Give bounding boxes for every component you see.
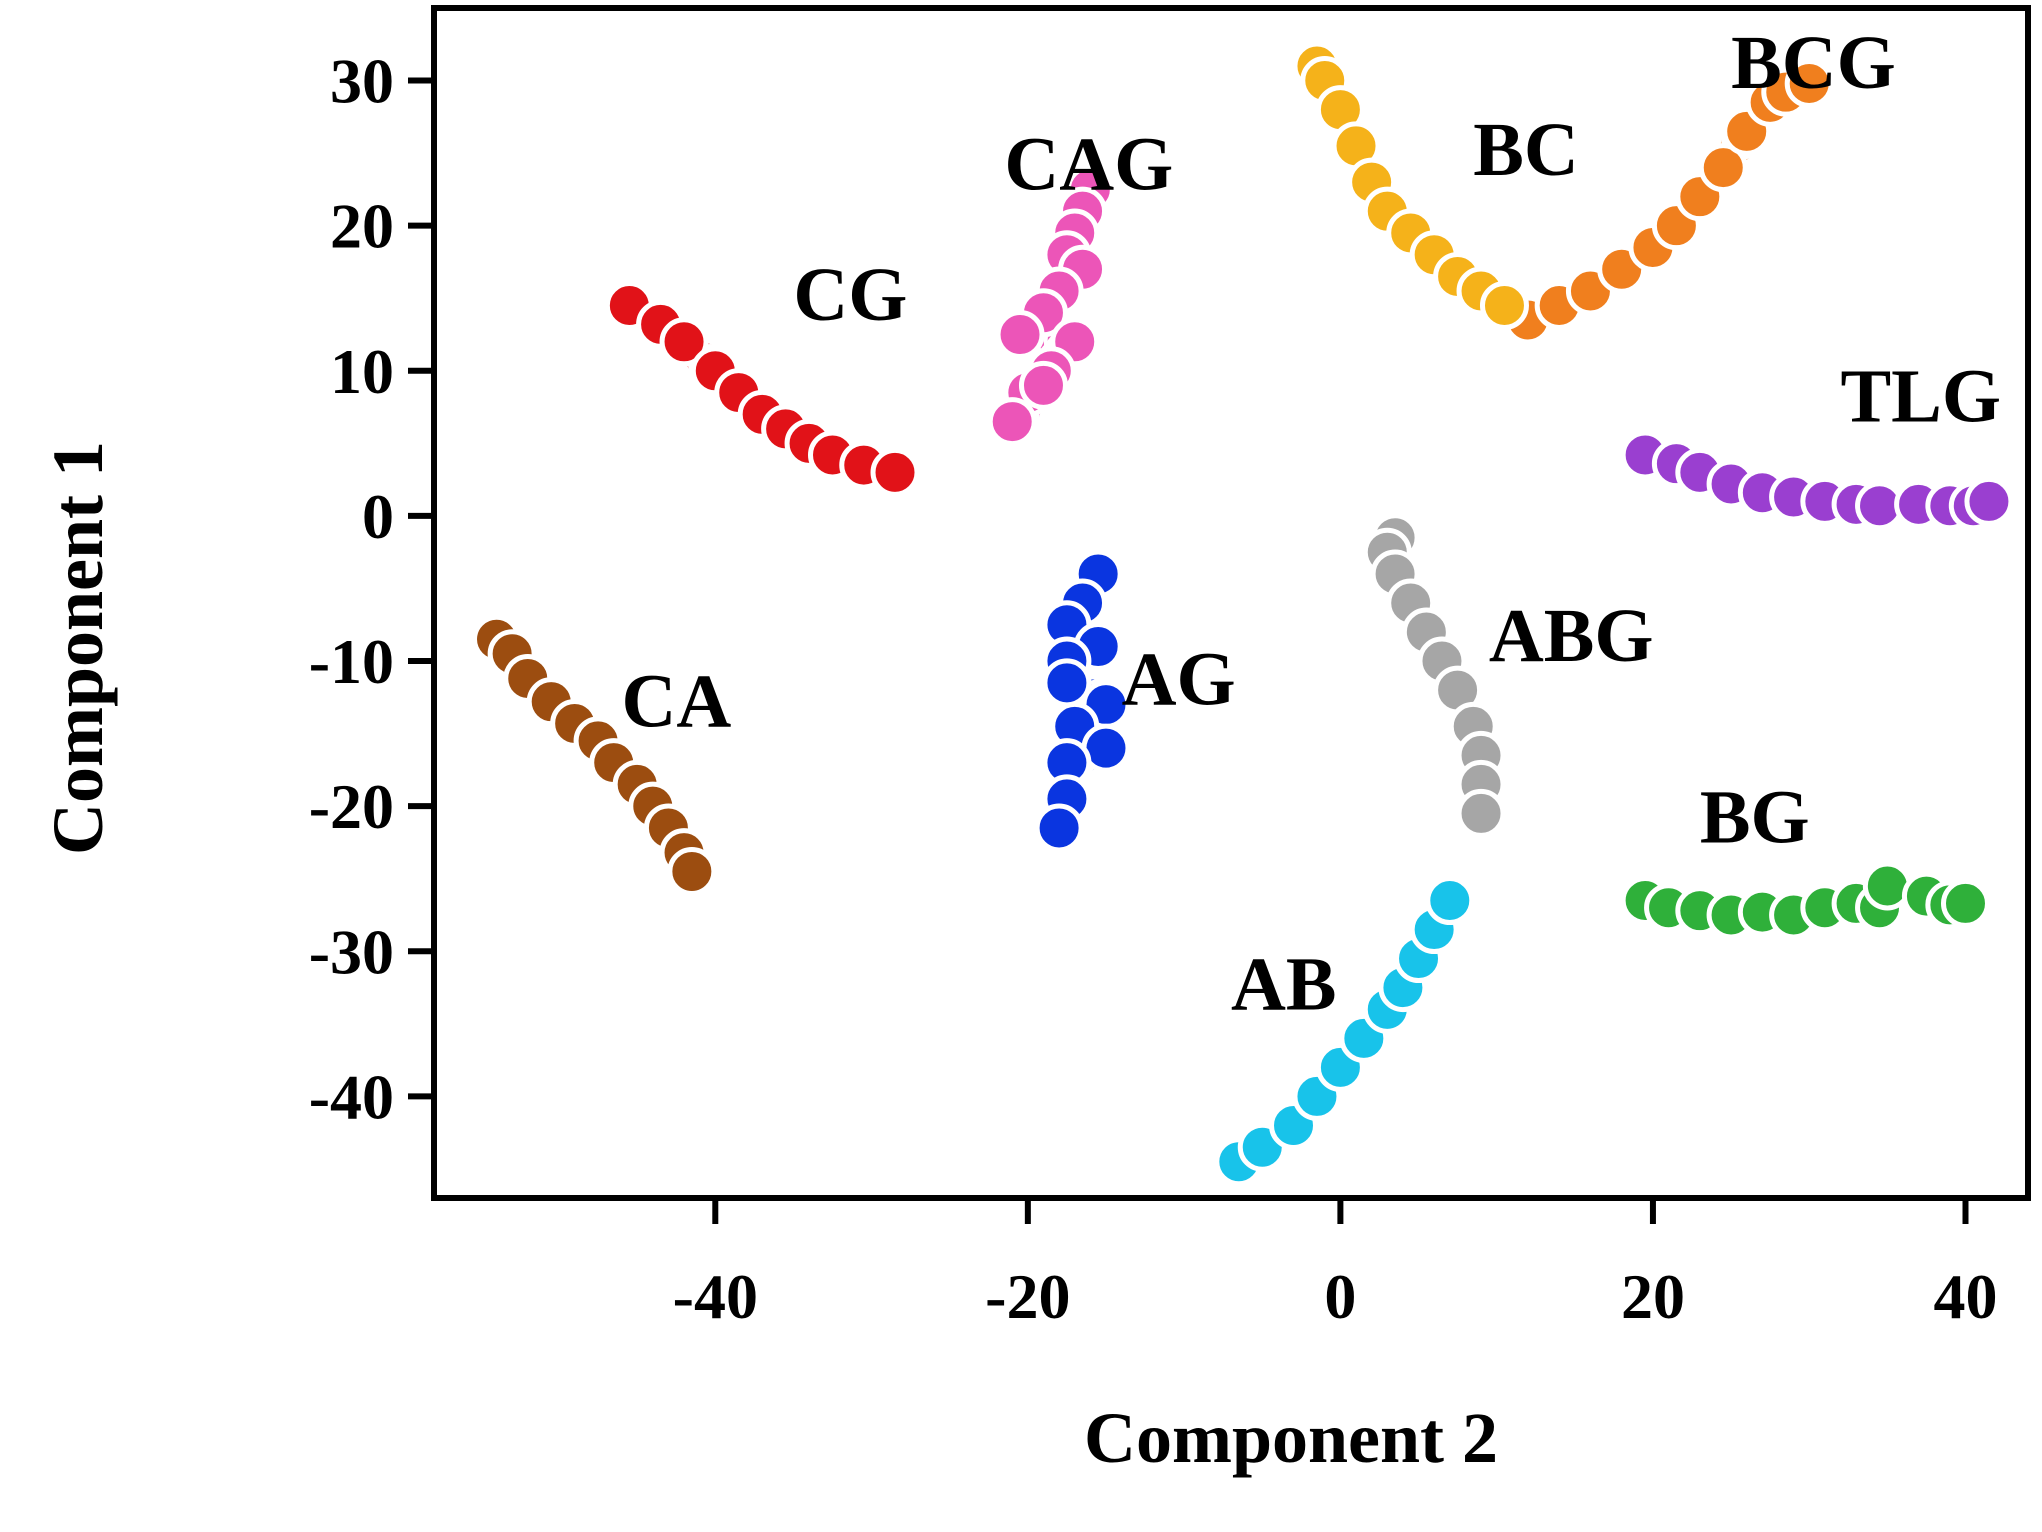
x-tick-label: -20 [985,1261,1070,1332]
y-axis-title: Component 1 [38,441,118,855]
y-tick-label: -20 [309,771,394,842]
cluster-label-bc: BC [1473,108,1579,192]
cluster-label-abg: ABG [1489,594,1654,678]
cluster-label-ab: AB [1231,942,1337,1026]
cluster-bg [1620,861,1990,940]
cluster-labels: BCG BC CAG CG TLG ABG AG CA BG AB [622,21,2001,1027]
x-tick-label: 20 [1621,1261,1685,1332]
data-clusters [472,41,2014,1187]
y-tick-label: 10 [330,336,394,407]
cluster-cag [987,164,1115,447]
cluster-label-tlg: TLG [1840,355,2001,439]
x-tick-label: 40 [1933,1261,1997,1332]
cluster-label-cag: CAG [1004,122,1173,206]
data-point [1964,476,2014,526]
x-tick-label: 0 [1324,1261,1356,1332]
data-point [1479,281,1529,330]
cluster-bcg [1503,58,1834,345]
cluster-ca [472,614,717,896]
cluster-ag [1034,549,1131,853]
cluster-label-bg: BG [1700,775,1810,859]
cluster-label-ag: AG [1122,638,1236,722]
data-point [659,317,709,367]
cluster-abg [1362,513,1506,838]
data-point [1034,803,1084,853]
data-point [1425,876,1475,925]
data-point [995,310,1045,360]
y-tick-label: -10 [309,626,394,697]
x-tick-label: -40 [673,1261,758,1332]
data-point [1940,878,1990,928]
cluster-label-cg: CG [793,253,907,337]
y-tick-label: -40 [309,1061,394,1132]
data-point [987,397,1037,447]
y-tick-label: 30 [330,46,394,117]
cluster-label-bcg: BCG [1731,21,1896,105]
cluster-ab [1214,876,1475,1187]
data-point [1018,360,1068,410]
cluster-label-ca: CA [622,659,732,743]
data-point [1698,143,1748,193]
x-axis-ticks: -40 -20 0 20 40 [673,1198,1997,1332]
data-point [667,846,717,896]
cluster-cg [604,281,920,497]
y-tick-label: 20 [330,191,394,262]
data-point [1456,788,1506,838]
data-point [870,447,920,497]
cluster-tlg [1620,430,2014,531]
y-tick-label: -30 [309,916,394,987]
data-point [1784,58,1834,108]
x-axis-title: Component 2 [1084,1398,1498,1478]
cluster-bc [1292,41,1529,330]
data-point [1042,658,1092,708]
plot-frame [431,5,2031,1201]
y-tick-label: 0 [362,481,394,552]
y-axis-ticks: 30 20 10 0 -10 -20 -30 -40 [309,46,434,1132]
